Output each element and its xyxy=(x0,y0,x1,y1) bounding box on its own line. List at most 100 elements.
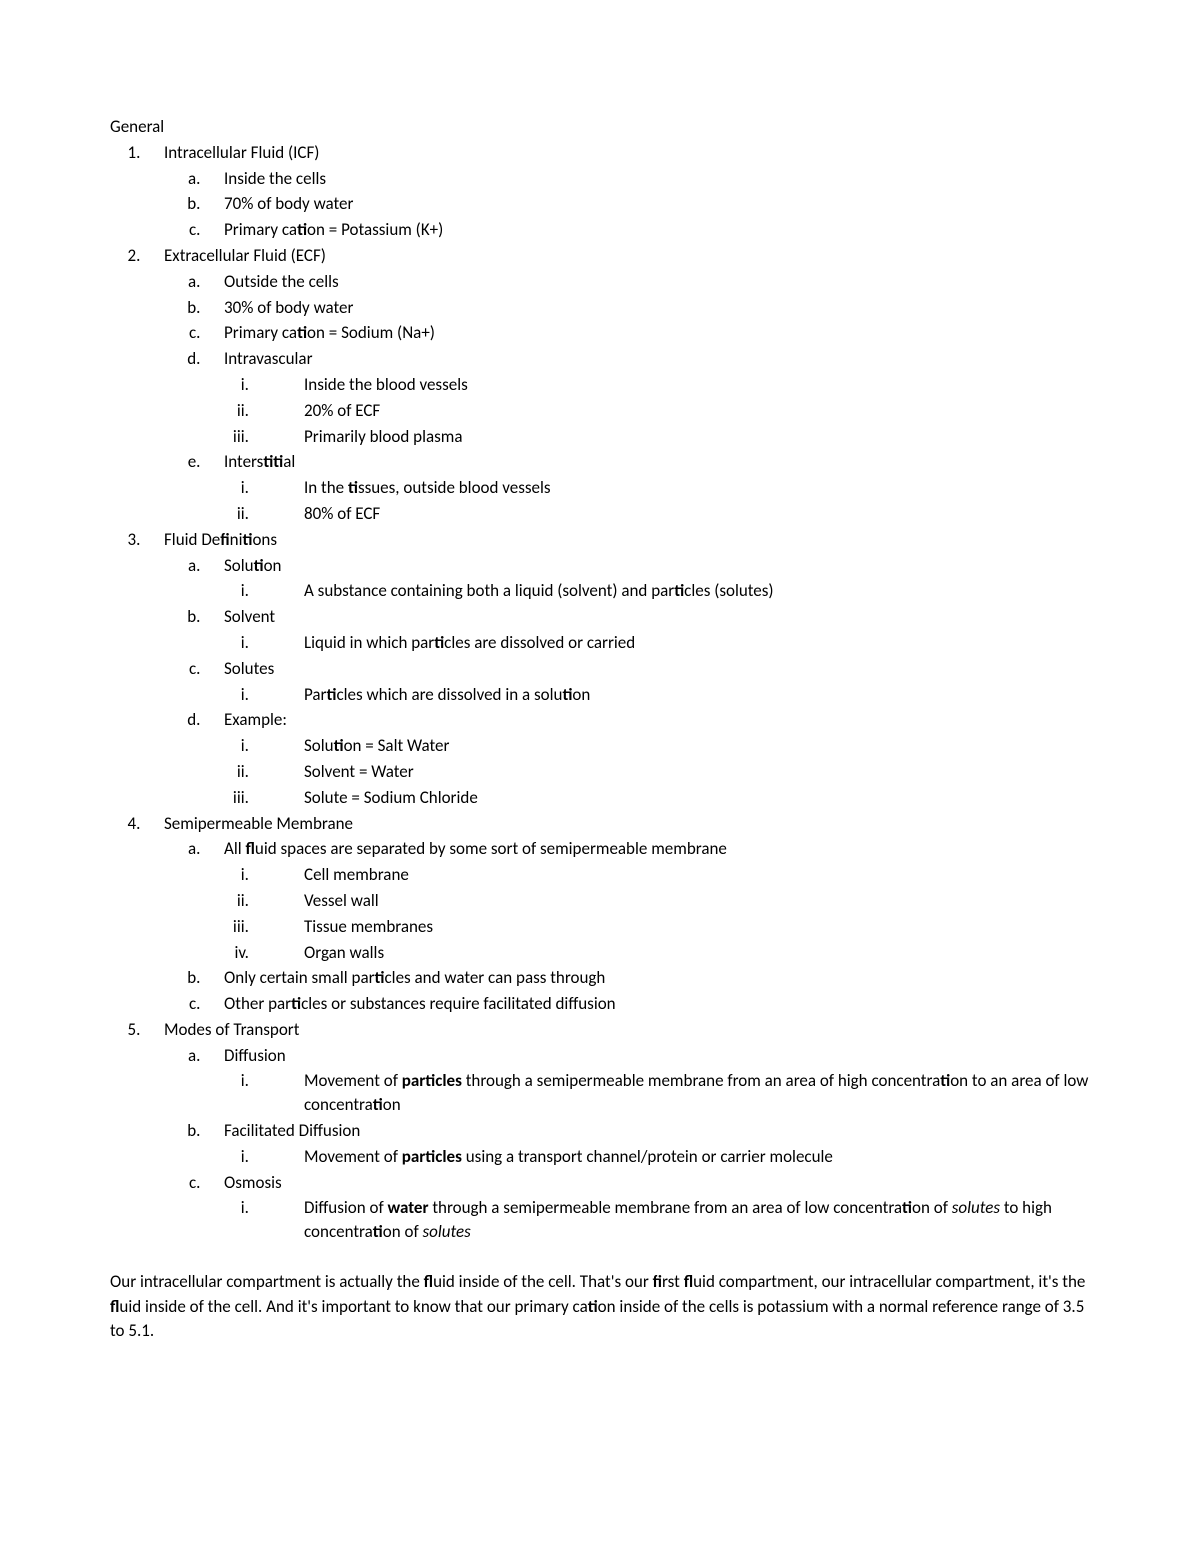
list-item: Primarily blood plasma xyxy=(272,425,1090,449)
list-item-label: Particles which are dissolved in a solut… xyxy=(304,684,590,705)
list-item-label: Tissue membranes xyxy=(304,916,433,937)
list-item: In the tissues, outside blood vessels xyxy=(272,476,1090,500)
list-item-label: Solute = Sodium Chloride xyxy=(304,787,478,808)
list-item-label: Diffusion of water through a semipermeab… xyxy=(304,1197,1052,1242)
list-item: Primary cation = Sodium (Na+) xyxy=(212,321,1090,345)
list-level-3: A substance containing both a liquid (so… xyxy=(272,579,1090,603)
list-item: Facilitated Diffusion Movement of particl… xyxy=(212,1119,1090,1169)
list-level-3: Particles which are dissolved in a solut… xyxy=(272,683,1090,707)
list-item: Modes of Transport Diffusion Movement of p… xyxy=(152,1018,1090,1244)
list-item: Movement of particles through a semiperm… xyxy=(272,1069,1090,1117)
list-item: Outside the cells xyxy=(212,270,1090,294)
list-item: 20% of ECF xyxy=(272,399,1090,423)
list-item-label: Primarily blood plasma xyxy=(304,426,463,447)
list-item: Inside the cells xyxy=(212,167,1090,191)
list-item-label: Solvent = Water xyxy=(304,761,414,782)
list-item: Cell membrane xyxy=(272,863,1090,887)
list-item: Solvent = Water xyxy=(272,760,1090,784)
list-item-label: Liquid in which particles are dissolved … xyxy=(304,632,635,653)
list-item-label: Inside the blood vessels xyxy=(304,374,468,395)
list-level-2: All fluid spaces are separated by some s… xyxy=(212,837,1090,1016)
list-item-label: 20% of ECF xyxy=(304,400,380,421)
list-item: Organ walls xyxy=(272,941,1090,965)
list-item-label: Vessel wall xyxy=(304,890,379,911)
list-item: Example: Solution = Salt Water Solvent = W… xyxy=(212,708,1090,809)
body-paragraph: Our intracellular compartment is actuall… xyxy=(110,1270,1090,1344)
list-item: All fluid spaces are separated by some s… xyxy=(212,837,1090,964)
list-item-label: Diffusion xyxy=(224,1045,286,1066)
list-item-label: 80% of ECF xyxy=(304,503,380,524)
list-item: Inside the blood vessels xyxy=(272,373,1090,397)
list-item: Tissue membranes xyxy=(272,915,1090,939)
list-item: Solutes Particles which are dissolved in … xyxy=(212,657,1090,707)
list-item: Primary cation = Potassium (K+) xyxy=(212,218,1090,242)
list-level-3: Inside the blood vessels 20% of ECF Primar… xyxy=(272,373,1090,448)
list-item: Intracellular Fluid (ICF) Inside the cell… xyxy=(152,141,1090,242)
list-level-3: Diffusion of water through a semipermeab… xyxy=(272,1196,1090,1244)
list-item-label: A substance containing both a liquid (so… xyxy=(304,580,774,601)
list-level-3: Cell membrane Vessel wall Tissue membranes… xyxy=(272,863,1090,964)
list-item: Diffusion of water through a semipermeab… xyxy=(272,1196,1090,1244)
list-item-label: Organ walls xyxy=(304,942,384,963)
list-item-label: Movement of particles through a semiperm… xyxy=(304,1070,1088,1115)
list-item-label: Osmosis xyxy=(224,1172,282,1193)
list-item-label: Modes of Transport xyxy=(164,1019,299,1040)
list-item: Liquid in which particles are dissolved … xyxy=(272,631,1090,655)
list-item-label: Inside the cells xyxy=(224,168,326,189)
list-item: Particles which are dissolved in a solut… xyxy=(272,683,1090,707)
list-item-label: Cell membrane xyxy=(304,864,409,885)
list-level-2: Inside the cells 70% of body water Primary… xyxy=(212,167,1090,242)
list-item: Only certain small particles and water c… xyxy=(212,966,1090,990)
list-item-label: Only certain small particles and water c… xyxy=(224,967,605,988)
list-item-label: Movement of particles using a transport … xyxy=(304,1146,833,1167)
list-item: Osmosis Diffusion of water through a semi… xyxy=(212,1171,1090,1244)
list-item: Solute = Sodium Chloride xyxy=(272,786,1090,810)
list-level-3: Liquid in which particles are dissolved … xyxy=(272,631,1090,655)
document-page: General Intracellular Fluid (ICF) Inside … xyxy=(0,0,1200,1553)
list-item-label: Example: xyxy=(224,709,287,730)
list-item: Solution = Salt Water xyxy=(272,734,1090,758)
list-item: Interstitial In the tissues, outside bloo… xyxy=(212,450,1090,525)
list-level-3: In the tissues, outside blood vessels 80%… xyxy=(272,476,1090,526)
list-item-label: Facilitated Diffusion xyxy=(224,1120,360,1141)
list-item-label: Extracellular Fluid (ECF) xyxy=(164,245,326,266)
list-item-label: Outside the cells xyxy=(224,271,339,292)
outline-root: Intracellular Fluid (ICF) Inside the cell… xyxy=(152,141,1090,1244)
list-item: 30% of body water xyxy=(212,296,1090,320)
list-level-3: Movement of particles using a transport … xyxy=(272,1145,1090,1169)
list-item-label: Intravascular xyxy=(224,348,313,369)
list-item: Other particles or substances require fa… xyxy=(212,992,1090,1016)
list-item: Fluid Definitions Solution A substance con… xyxy=(152,528,1090,810)
list-item-label: Solution = Salt Water xyxy=(304,735,449,756)
list-item: Extracellular Fluid (ECF) Outside the cel… xyxy=(152,244,1090,526)
list-item-label: Semipermeable Membrane xyxy=(164,813,353,834)
list-item: Solvent Liquid in which particles are dis… xyxy=(212,605,1090,655)
list-item-label: Solvent xyxy=(224,606,275,627)
list-level-2: Outside the cells 30% of body water Primar… xyxy=(212,270,1090,526)
list-item-label: Primary cation = Potassium (K+) xyxy=(224,219,443,240)
list-item-label: In the tissues, outside blood vessels xyxy=(304,477,551,498)
list-item-label: 30% of body water xyxy=(224,297,353,318)
list-item: Vessel wall xyxy=(272,889,1090,913)
list-item: Intravascular Inside the blood vessels 20%… xyxy=(212,347,1090,448)
list-item-label: Intracellular Fluid (ICF) xyxy=(164,142,319,163)
heading: General xyxy=(110,115,1090,139)
list-item: Movement of particles using a transport … xyxy=(272,1145,1090,1169)
list-item-label: All fluid spaces are separated by some s… xyxy=(224,838,727,859)
list-item-label: Fluid Definitions xyxy=(164,529,277,550)
list-item-label: Other particles or substances require fa… xyxy=(224,993,616,1014)
list-item: Diffusion Movement of particles through a… xyxy=(212,1044,1090,1117)
list-level-2: Diffusion Movement of particles through a… xyxy=(212,1044,1090,1244)
list-item-label: Primary cation = Sodium (Na+) xyxy=(224,322,435,343)
list-item: Semipermeable Membrane All fluid spaces a… xyxy=(152,812,1090,1016)
list-item: Solution A substance containing both a li… xyxy=(212,554,1090,604)
list-item: 80% of ECF xyxy=(272,502,1090,526)
list-level-2: Solution A substance containing both a li… xyxy=(212,554,1090,810)
list-item: A substance containing both a liquid (so… xyxy=(272,579,1090,603)
list-item-label: Interstitial xyxy=(224,451,295,472)
list-level-3: Solution = Salt Water Solvent = Water Solu… xyxy=(272,734,1090,809)
list-item: 70% of body water xyxy=(212,192,1090,216)
list-level-3: Movement of particles through a semiperm… xyxy=(272,1069,1090,1117)
list-item-label: Solutes xyxy=(224,658,274,679)
list-item-label: Solution xyxy=(224,555,281,576)
